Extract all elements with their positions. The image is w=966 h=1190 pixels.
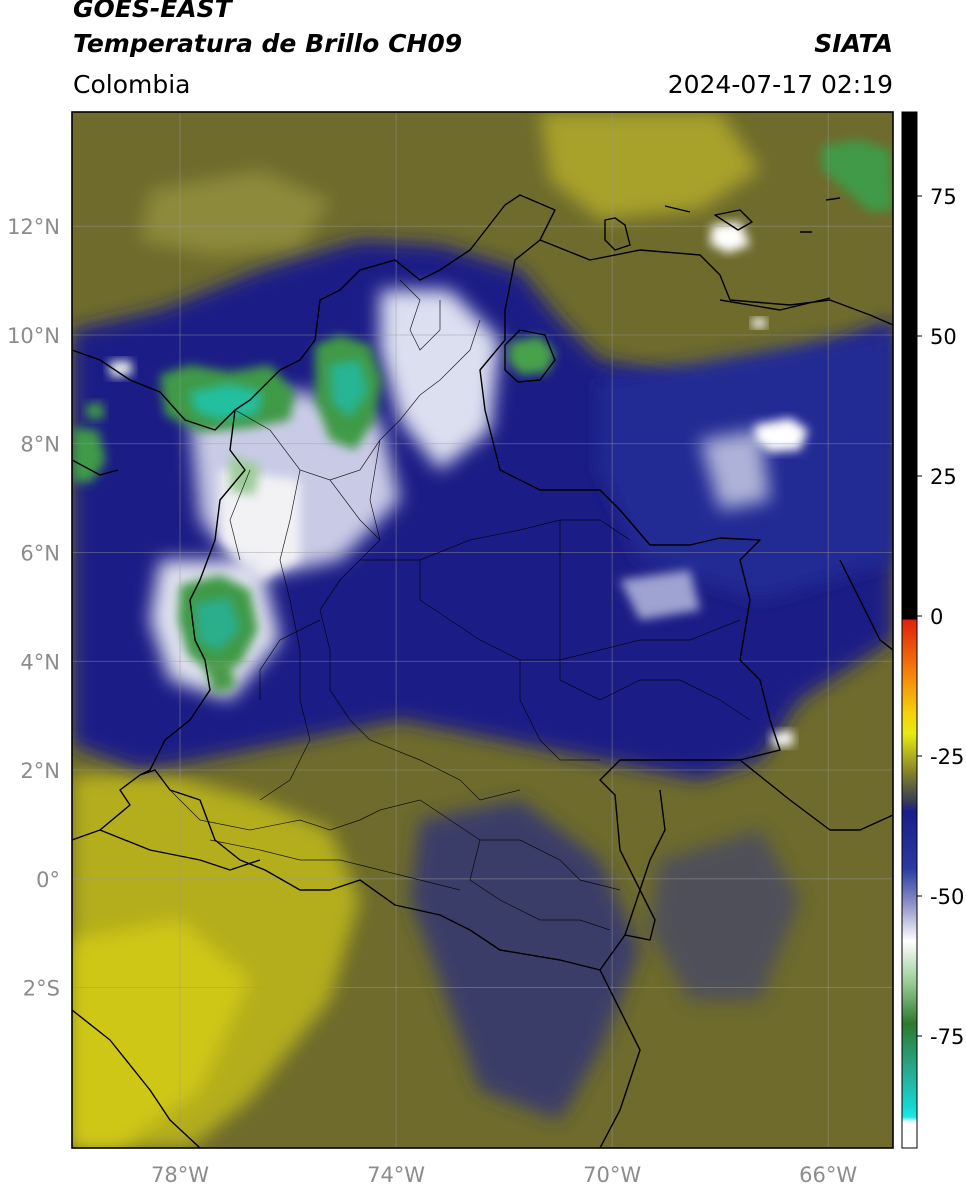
lat-tick-label: 2°S [23,977,60,1001]
venezuela-guyana-border [839,559,893,651]
lon-tick-label: 78°W [151,1163,209,1187]
organization-label: SIATA [814,29,893,58]
longitude-labels: 78°W 74°W 70°W 66°W [151,1163,857,1187]
lat-tick-label: 6°N [20,542,60,566]
graticule [72,112,893,1148]
lon-tick-label: 74°W [367,1163,425,1187]
lat-tick-label: 0° [36,868,60,892]
lon-tick-label: 66°W [799,1163,857,1187]
colorbar-tick-label: -25 [930,745,964,769]
lat-tick-label: 12°N [7,215,60,239]
colorbar-ramp [901,111,918,1149]
venezuela-coast [539,239,893,326]
venezuela-brazil-border [739,759,893,831]
product-title: Temperatura de Brillo CH09 [73,29,463,58]
colorbar-tick-label: 0 [930,605,943,629]
lat-tick-label: 10°N [7,324,60,348]
lat-tick-label: 2°N [20,759,60,783]
ecuador-peru-border [72,829,261,1148]
caribbean-islands [604,197,841,251]
region-label: Colombia [73,70,191,99]
lon-tick-label: 70°W [583,1163,641,1187]
lake-maracaibo [504,329,556,383]
lat-tick-label: 8°N [20,433,60,457]
latitude-labels: 12°N 10°N 8°N 6°N 4°N 2°N 0° 2°S [7,215,60,1000]
colorbar: 75 50 25 0 -25 -50 -75 [901,111,964,1149]
colorbar-tick-label: 25 [930,465,957,489]
colorbar-ticks: 75 50 25 0 -25 -50 -75 [917,185,964,1049]
lat-tick-label: 4°N [20,650,60,674]
colorbar-tick-label: 75 [930,185,957,209]
political-boundaries [72,194,893,1148]
map-frame [71,111,894,1149]
satellite-name: GOES-EAST [73,0,232,23]
datetime-label: 2024-07-17 02:19 [667,70,893,99]
brightness-temperature-field [72,112,893,1148]
department-boundaries [169,279,751,931]
colorbar-tick-label: -50 [930,885,964,909]
colombia-border [72,194,781,971]
brazil-peru-border [599,789,666,1148]
colorbar-tick-label: -75 [930,1025,964,1049]
colorbar-tick-label: 50 [930,325,957,349]
panama-coast [72,349,236,476]
